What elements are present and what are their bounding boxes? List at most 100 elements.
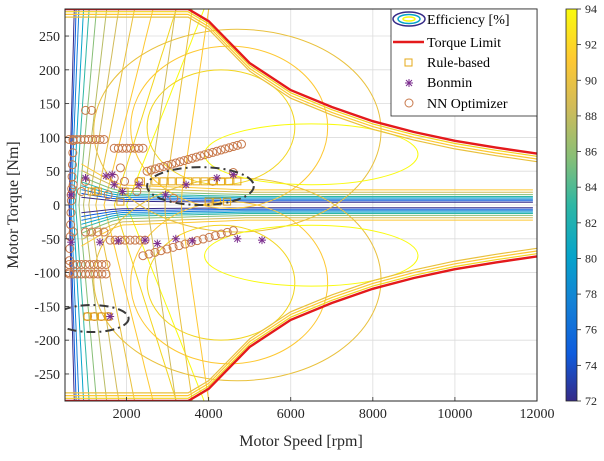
nn-marker <box>224 143 234 153</box>
x-tick-label: 4000 <box>195 407 223 422</box>
contour-line <box>81 213 533 229</box>
contour-line <box>65 253 537 399</box>
contour-line <box>78 9 97 401</box>
contour-line <box>95 9 136 401</box>
y-axis-title: Motor Torque [Nm] <box>5 141 22 268</box>
nn-marker <box>167 159 177 169</box>
rule-based-marker <box>200 177 209 186</box>
nn-marker <box>210 231 220 241</box>
contour-loop <box>146 224 296 341</box>
nn-marker <box>134 143 144 153</box>
nn-marker <box>220 144 230 154</box>
contour-line <box>65 16 537 163</box>
y-tick-label: 50 <box>46 165 60 180</box>
colorbar-tick-label: 80 <box>585 251 597 265</box>
rule-based-marker <box>216 177 225 186</box>
rule-based-marker <box>225 177 234 186</box>
contour-line <box>81 217 533 241</box>
efficiency-contours <box>65 9 537 401</box>
nn-marker <box>169 193 179 203</box>
rule-based-marker <box>208 177 217 186</box>
nn-marker <box>195 151 205 161</box>
nn-marker <box>101 259 111 269</box>
contour-line <box>69 9 77 401</box>
bonmin-marker <box>258 236 267 245</box>
contour-line <box>126 9 205 401</box>
y-tick-label: 0 <box>53 199 60 214</box>
nn-marker <box>154 163 164 173</box>
contour-line <box>68 9 75 401</box>
bonmin-marker <box>171 234 180 243</box>
nn-marker <box>236 139 246 149</box>
legend-bonmin-swatch <box>405 79 413 87</box>
colorbar-tick-label: 78 <box>585 287 597 301</box>
nn-marker <box>97 269 107 279</box>
contour-loop <box>130 201 329 365</box>
nn-marker <box>180 239 190 249</box>
legend-nn-label: NN Optimizer <box>427 97 508 112</box>
nn-marker <box>204 232 214 242</box>
nn-marker <box>200 150 210 160</box>
nn-marker <box>101 269 111 279</box>
x-tick-label: 8000 <box>359 407 387 422</box>
contour-line <box>81 207 533 214</box>
colorbar-tick-label: 74 <box>585 358 597 372</box>
nn-marker <box>95 134 105 144</box>
nn-marker <box>97 259 107 269</box>
contour-line <box>81 185 533 199</box>
colorbar-tick-label: 72 <box>585 394 597 408</box>
contour-line <box>81 211 533 225</box>
contour-loop <box>130 45 329 209</box>
x-tick-label: 12000 <box>520 407 555 422</box>
colorbar-tick-label: 90 <box>585 73 597 87</box>
nn-marker <box>68 136 78 146</box>
nn-marker <box>179 156 189 166</box>
axis-ticks: 2000 4000 6000 8000 10000 12000-250-200-150-1… <box>34 30 554 422</box>
legend: Efficiency [%] Torque Limit Rule-based B… <box>390 8 538 117</box>
rule-based-marker <box>89 312 98 321</box>
legend-bonmin-label: Bonmin <box>427 76 472 91</box>
y-tick-label: -100 <box>34 267 60 282</box>
contour-line <box>82 9 108 401</box>
torque-limit-lower <box>65 255 537 401</box>
nn-marker <box>198 234 208 244</box>
colorbar-tick-label: 94 <box>585 2 597 16</box>
contour-line <box>81 219 533 247</box>
nn-marker <box>99 227 109 237</box>
highlight-ellipse <box>65 304 130 334</box>
nn-marker <box>150 164 160 174</box>
bonmin-marker <box>67 190 76 199</box>
nn-marker <box>168 242 178 252</box>
colorbar-tick-label: 84 <box>585 180 597 194</box>
nn-marker <box>99 134 109 144</box>
colorbar-tick-label: 76 <box>585 323 597 337</box>
contour-line <box>81 196 533 203</box>
colorbar-tick-label: 88 <box>585 109 597 123</box>
operating-point-markers <box>65 105 267 322</box>
nn-marker <box>138 251 148 261</box>
rule-based-marker <box>212 197 221 206</box>
nn-marker <box>65 244 75 254</box>
y-tick-label: 150 <box>39 98 60 113</box>
nn-marker <box>120 176 130 186</box>
y-tick-label: -150 <box>34 300 60 315</box>
torque-limit-upper <box>65 9 537 155</box>
x-tick-label: 2000 <box>113 407 141 422</box>
nn-marker <box>103 190 113 200</box>
rule-based-marker <box>83 312 92 321</box>
nn-marker <box>125 235 135 245</box>
contour-line <box>81 189 533 200</box>
bonmin-marker <box>182 180 191 189</box>
bonmin-marker <box>67 238 76 247</box>
contour-line <box>88 9 120 401</box>
contour-line <box>81 169 533 193</box>
nn-marker <box>81 227 91 237</box>
contour-line <box>164 9 193 401</box>
contour-line <box>75 9 90 401</box>
contour-line <box>103 9 154 401</box>
nn-marker <box>76 186 86 196</box>
rule-based-marker <box>93 187 102 196</box>
y-tick-label: 250 <box>39 30 60 45</box>
bonmin-marker <box>106 312 115 321</box>
